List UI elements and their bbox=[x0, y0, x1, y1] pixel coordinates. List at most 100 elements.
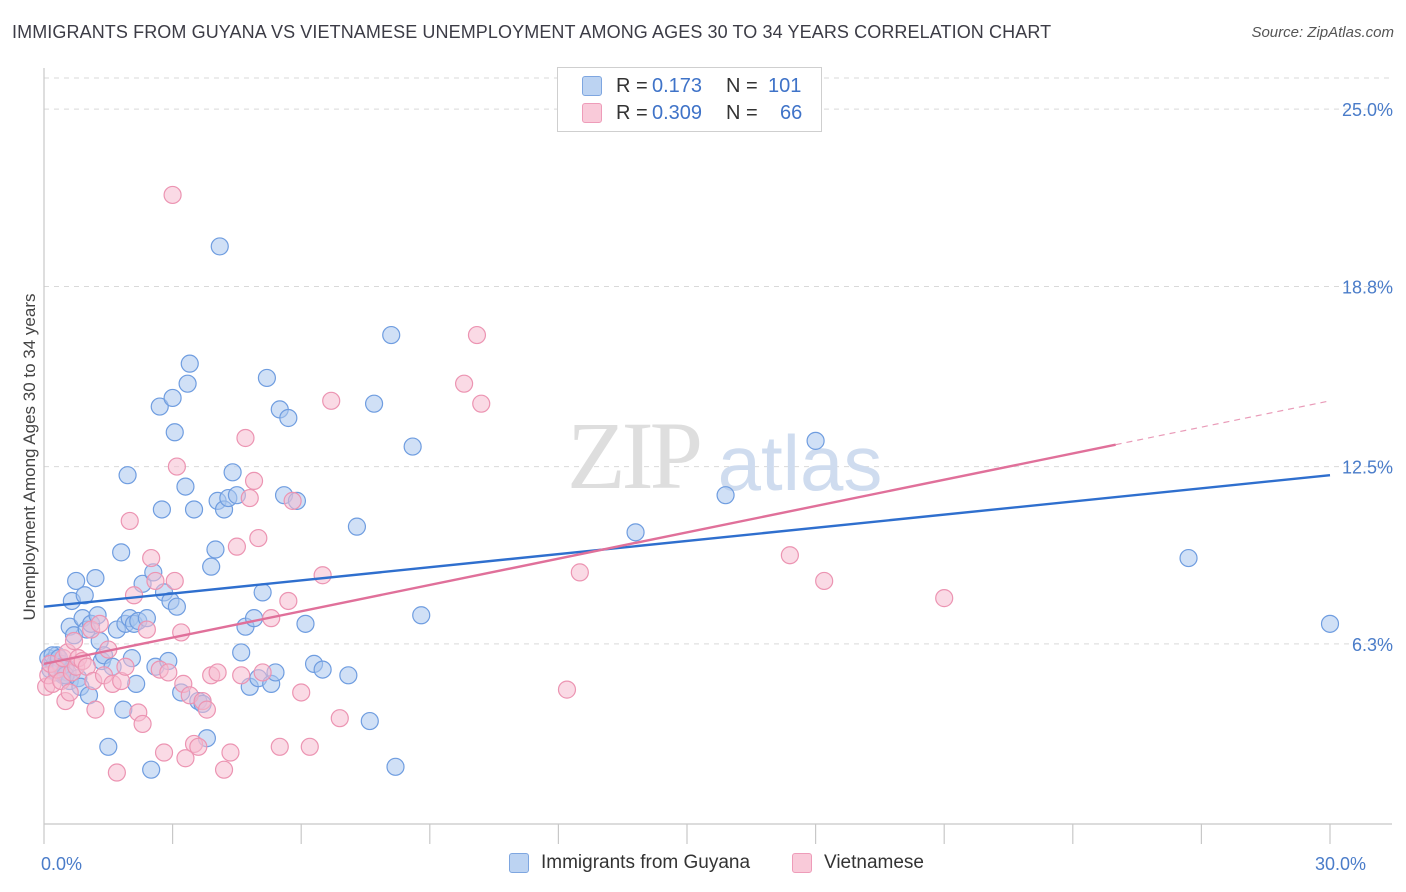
y-tick-label: 6.3% bbox=[1352, 635, 1393, 655]
point-guyana bbox=[257, 368, 277, 388]
bottom-legend-swatch-vietnamese bbox=[792, 853, 812, 873]
labels-layer: 6.3% 12.5% 18.8% 25.0% 0.0% 30.0% Unemployment… bbox=[20, 100, 1393, 874]
point-guyana bbox=[67, 571, 86, 591]
point-guyana bbox=[112, 543, 131, 562]
point-vietnamese bbox=[197, 700, 216, 719]
legend: R = 0.173 N = 101 R = 0.309 N = 66 bbox=[557, 67, 822, 132]
point-guyana bbox=[716, 486, 735, 505]
legend-r-label: R = bbox=[616, 74, 648, 97]
point-vietnamese bbox=[253, 663, 272, 682]
point-guyana bbox=[202, 557, 221, 576]
point-guyana bbox=[347, 517, 367, 536]
legend-r-value: 0.309 bbox=[652, 101, 703, 124]
legend-n-value: 101 bbox=[768, 74, 802, 97]
point-vietnamese bbox=[313, 566, 332, 585]
bottom-legend: Immigrants from Guyana Vietnamese bbox=[0, 852, 1406, 878]
point-vietnamese bbox=[815, 571, 834, 591]
point-guyana bbox=[114, 700, 133, 719]
point-guyana bbox=[165, 423, 184, 442]
point-vietnamese bbox=[780, 546, 799, 565]
point-vietnamese bbox=[283, 491, 302, 510]
point-vietnamese bbox=[165, 571, 184, 591]
points-layer bbox=[37, 185, 1340, 782]
point-vietnamese bbox=[292, 683, 311, 702]
trend-layer bbox=[43, 400, 1331, 666]
point-vietnamese bbox=[116, 657, 135, 676]
legend-n-value: 66 bbox=[780, 101, 803, 124]
point-guyana bbox=[152, 500, 171, 519]
point-guyana bbox=[118, 466, 137, 485]
point-guyana bbox=[806, 431, 825, 450]
legend-r-value: 0.173 bbox=[652, 74, 703, 97]
point-vietnamese bbox=[154, 743, 174, 762]
trend-line-guyana bbox=[43, 473, 1331, 608]
axis-layer bbox=[43, 68, 1392, 844]
point-vietnamese bbox=[570, 563, 589, 582]
point-guyana bbox=[163, 388, 182, 408]
point-guyana bbox=[279, 408, 298, 428]
point-guyana bbox=[244, 609, 264, 628]
bottom-legend-label-vietnamese: Vietnamese bbox=[824, 852, 924, 873]
point-vietnamese bbox=[172, 623, 191, 642]
point-vietnamese bbox=[90, 614, 109, 633]
bottom-legend-label-guyana: Immigrants from Guyana bbox=[541, 852, 751, 873]
source-label: Source: ZipAtlas.com bbox=[1251, 24, 1394, 41]
point-guyana bbox=[184, 500, 204, 519]
point-guyana bbox=[210, 237, 229, 256]
point-vietnamese bbox=[557, 680, 577, 699]
point-vietnamese bbox=[935, 589, 954, 608]
point-guyana bbox=[99, 737, 118, 756]
point-guyana bbox=[223, 463, 242, 482]
point-vietnamese bbox=[214, 760, 234, 779]
point-guyana bbox=[386, 757, 405, 776]
point-vietnamese bbox=[279, 591, 298, 611]
y-tick-label: 25.0% bbox=[1342, 100, 1393, 120]
point-guyana bbox=[86, 568, 105, 588]
point-guyana bbox=[313, 660, 332, 679]
point-guyana bbox=[253, 583, 272, 602]
point-vietnamese bbox=[244, 471, 264, 490]
point-guyana bbox=[167, 597, 186, 616]
point-vietnamese bbox=[142, 548, 161, 568]
point-vietnamese bbox=[208, 663, 227, 682]
legend-row-guyana: R = 0.173 N = 101 bbox=[582, 74, 801, 98]
bottom-legend-item-vietnamese: Vietnamese bbox=[792, 852, 924, 874]
point-vietnamese bbox=[221, 743, 240, 762]
point-guyana bbox=[150, 397, 169, 416]
point-vietnamese bbox=[249, 528, 268, 548]
legend-swatch-guyana bbox=[582, 76, 602, 96]
x-tick-label: 0.0% bbox=[41, 854, 82, 874]
point-vietnamese bbox=[146, 571, 165, 591]
point-vietnamese bbox=[300, 737, 319, 756]
point-guyana bbox=[382, 325, 401, 345]
watermark: ZIP atlas bbox=[567, 402, 882, 509]
point-vietnamese bbox=[124, 586, 144, 605]
point-guyana bbox=[142, 760, 161, 779]
point-guyana bbox=[1179, 548, 1198, 568]
point-vietnamese bbox=[330, 709, 349, 728]
trend-line-vietnamese bbox=[43, 443, 1116, 666]
point-guyana bbox=[75, 586, 94, 605]
point-vietnamese bbox=[137, 620, 156, 639]
point-guyana bbox=[206, 540, 225, 559]
point-guyana bbox=[626, 523, 645, 542]
watermark-zip: ZIP bbox=[567, 402, 700, 509]
bottom-legend-item-guyana: Immigrants from Guyana bbox=[509, 852, 750, 874]
point-guyana bbox=[1320, 614, 1340, 633]
point-guyana bbox=[403, 437, 422, 456]
point-vietnamese bbox=[189, 737, 208, 756]
point-guyana bbox=[180, 354, 199, 373]
point-vietnamese bbox=[240, 488, 259, 508]
legend-r-label: R = bbox=[616, 101, 648, 124]
bottom-legend-swatch-guyana bbox=[509, 853, 529, 873]
point-vietnamese bbox=[60, 683, 79, 702]
legend-n-label: N = bbox=[726, 74, 758, 97]
point-vietnamese bbox=[236, 428, 255, 448]
point-guyana bbox=[127, 674, 146, 693]
y-tick-label: 12.5% bbox=[1342, 458, 1393, 478]
point-guyana bbox=[412, 606, 431, 625]
point-vietnamese bbox=[467, 325, 487, 345]
point-guyana bbox=[232, 643, 251, 662]
point-guyana bbox=[339, 666, 358, 685]
